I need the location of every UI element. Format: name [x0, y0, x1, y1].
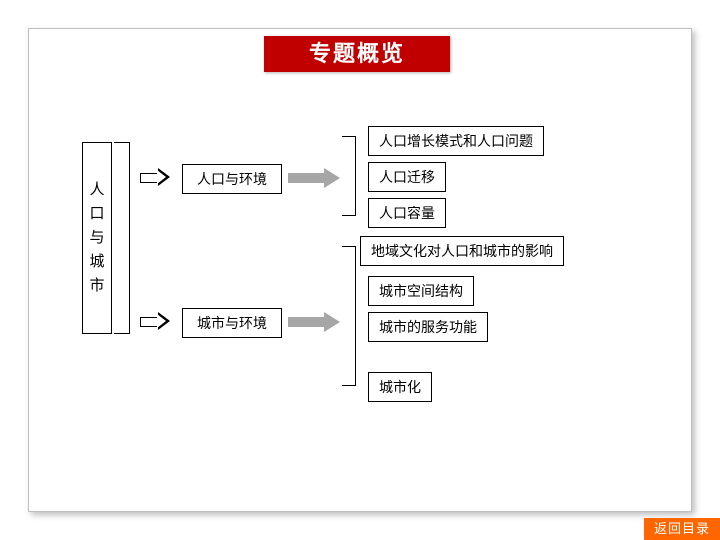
diagram-area: 人口与城市 人口与环境 人口增长模式和人口问题 人口迁移 人口容量 城市与环境 … [50, 108, 650, 428]
leaf-node: 城市空间结构 [368, 276, 474, 306]
branch-node: 人口与环境 [182, 164, 282, 194]
leaf-node: 人口容量 [368, 198, 446, 228]
arrow-solid-icon [288, 312, 340, 330]
leaf-node: 人口迁移 [368, 162, 446, 192]
arrow-hollow-icon [140, 312, 172, 330]
leaf-node: 城市化 [368, 372, 432, 402]
branch-bracket [342, 246, 356, 386]
leaf-node: 人口增长模式和人口问题 [368, 126, 544, 156]
arrow-hollow-icon [140, 168, 172, 186]
arrow-solid-icon [288, 168, 340, 186]
root-bracket [114, 142, 130, 334]
root-node: 人口与城市 [82, 142, 112, 334]
home-button[interactable]: 返回目录 [644, 518, 720, 540]
branch-bracket [342, 136, 356, 216]
branch-node: 城市与环境 [182, 308, 282, 338]
page-title: 专题概览 [264, 36, 450, 72]
leaf-node: 城市的服务功能 [368, 312, 488, 342]
leaf-node: 地域文化对人口和城市的影响 [360, 236, 564, 266]
